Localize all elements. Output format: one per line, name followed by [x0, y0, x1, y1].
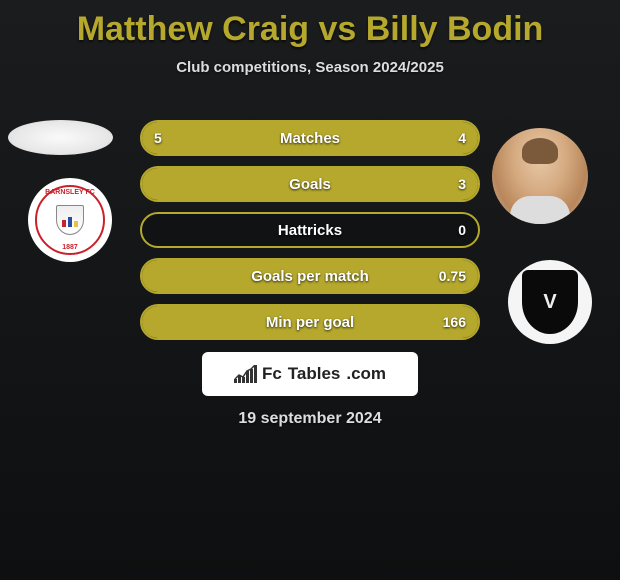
- page-subtitle: Club competitions, Season 2024/2025: [0, 59, 620, 76]
- club-left-shield-icon: [56, 205, 84, 235]
- stat-row: Goals3: [140, 166, 480, 202]
- brand-dotcom: .com: [346, 364, 386, 384]
- brand-chart-line-icon: [234, 365, 256, 383]
- club-left-badge: BARNSLEY FC 1887: [28, 178, 112, 262]
- stat-row: Min per goal166: [140, 304, 480, 340]
- club-right-inner: V: [522, 270, 578, 334]
- stat-value-right: 0: [458, 214, 466, 246]
- stat-label: Min per goal: [142, 306, 478, 338]
- club-left-name: BARNSLEY FC: [45, 189, 95, 196]
- stat-value-right: 166: [443, 306, 466, 338]
- stat-value-right: 0.75: [439, 260, 466, 292]
- date-text: 19 september 2024: [0, 410, 620, 428]
- club-left-inner: BARNSLEY FC 1887: [35, 185, 105, 255]
- stat-row: Goals per match0.75: [140, 258, 480, 294]
- brand-chart-icon: [234, 365, 256, 383]
- club-right-letters: V: [543, 291, 556, 314]
- club-left-year: 1887: [62, 244, 78, 251]
- player-right-avatar: [492, 128, 588, 224]
- player-left-avatar: [8, 120, 113, 155]
- stat-row: Hattricks0: [140, 212, 480, 248]
- club-right-badge: V: [508, 260, 592, 344]
- stat-value-right: 3: [458, 168, 466, 200]
- stat-label: Goals: [142, 168, 478, 200]
- stat-row: Matches5 4: [140, 120, 480, 156]
- footer-brand: Fc Tables.com: [202, 352, 418, 396]
- stat-value-right: 4: [458, 122, 466, 154]
- brand-fc: Fc: [262, 364, 282, 384]
- stat-value-left: 5: [154, 122, 162, 154]
- brand-tables: Tables: [288, 364, 341, 384]
- stat-label: Goals per match: [142, 260, 478, 292]
- stats-container: Matches5 4 Goals3 Hattricks0 Goals per match…: [140, 120, 480, 350]
- stat-label: Hattricks: [142, 214, 478, 246]
- page-title: Matthew Craig vs Billy Bodin: [0, 0, 620, 49]
- stat-label: Matches: [142, 122, 478, 154]
